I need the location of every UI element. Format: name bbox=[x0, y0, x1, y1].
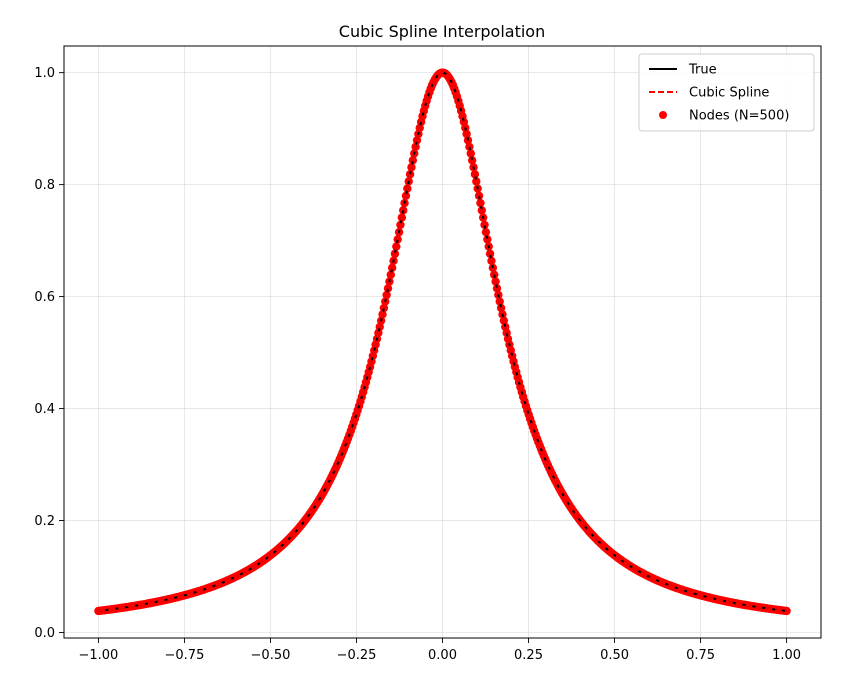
legend-box bbox=[638, 53, 815, 132]
y-tick-label: 0.4 bbox=[34, 402, 55, 417]
cubic-spline-line bbox=[98, 71, 787, 612]
legend-marker-nodes bbox=[659, 111, 667, 119]
y-axis: 0.0 0.2 0.4 0.6 0.8 1.0 bbox=[34, 66, 64, 641]
legend-label: Nodes (N=500) bbox=[689, 109, 789, 124]
y-tick-label: 0.8 bbox=[34, 178, 55, 193]
x-tick-label: −1.00 bbox=[78, 648, 118, 663]
x-tick-label: −0.25 bbox=[337, 648, 377, 663]
y-tick-label: 0.0 bbox=[34, 626, 55, 641]
y-tick-label: 0.6 bbox=[34, 290, 55, 305]
x-tick-label: −0.75 bbox=[165, 648, 205, 663]
legend-label: True bbox=[688, 63, 717, 78]
x-axis: −1.00 −0.75 −0.50 −0.25 0.00 0.25 0.50 0.75 1.00 bbox=[78, 638, 801, 663]
legend-label: Cubic Spline bbox=[689, 86, 769, 101]
x-tick-label: −0.50 bbox=[251, 648, 291, 663]
x-tick-label: 0.00 bbox=[428, 648, 457, 663]
x-tick-label: 0.75 bbox=[686, 648, 715, 663]
y-tick-label: 0.2 bbox=[34, 514, 55, 529]
series-layer bbox=[94, 68, 791, 616]
chart-title: Cubic Spline Interpolation bbox=[339, 22, 545, 41]
x-tick-label: 0.50 bbox=[600, 648, 629, 663]
x-tick-label: 1.00 bbox=[772, 648, 801, 663]
legend: True Cubic Spline Nodes (N=500) bbox=[638, 53, 815, 132]
y-tick-label: 1.0 bbox=[34, 66, 55, 81]
x-tick-label: 0.25 bbox=[514, 648, 543, 663]
